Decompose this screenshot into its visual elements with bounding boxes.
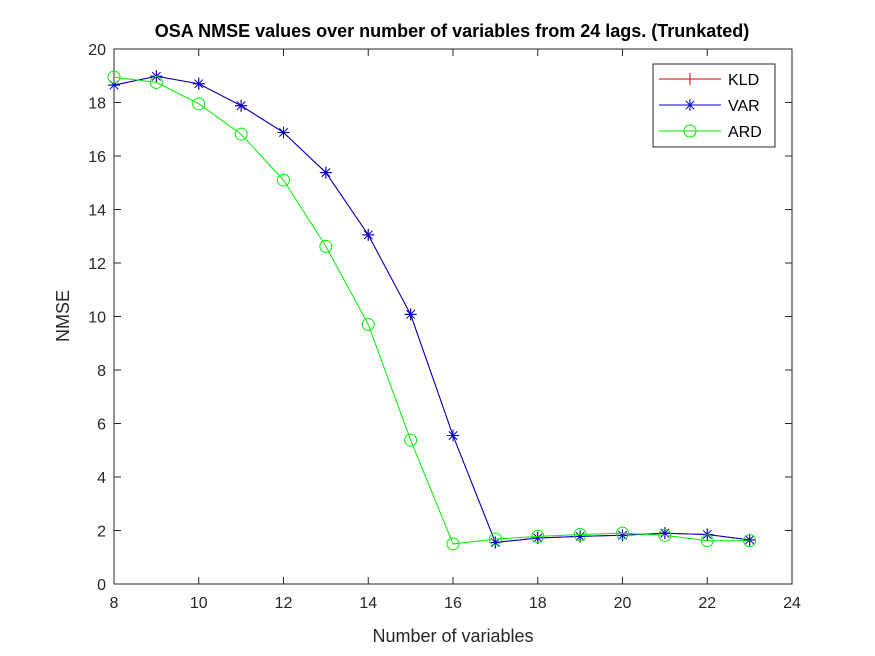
data-point-var	[362, 228, 375, 241]
data-point-ard	[277, 173, 290, 187]
y-tick-label: 6	[97, 417, 106, 434]
y-tick-label: 0	[97, 577, 106, 594]
data-point-ard	[658, 528, 672, 542]
series-layer	[107, 70, 757, 551]
data-point-var	[447, 429, 459, 442]
data-point-var	[658, 527, 671, 540]
y-tick-label: 10	[88, 310, 106, 327]
legend-label-var: VAR	[728, 98, 760, 115]
chart-title: OSA NMSE values over number of variables…	[155, 21, 750, 41]
y-tick-label: 20	[88, 42, 106, 59]
y-axis: 0 2 4 6 8 10 12 14 16 18 20	[88, 42, 792, 594]
data-point-ard	[700, 534, 714, 548]
data-point-ard	[107, 70, 121, 84]
x-tick-label: 14	[359, 595, 377, 612]
data-point-var	[743, 533, 756, 546]
data-point-var	[192, 77, 205, 90]
data-point-ard	[616, 526, 629, 540]
data-point-var	[531, 531, 544, 544]
y-tick-label: 18	[88, 96, 106, 113]
x-tick-label: 12	[275, 595, 293, 612]
data-point-var	[616, 529, 629, 542]
data-point-ard	[404, 433, 418, 447]
legend-marker-kld	[684, 73, 696, 85]
x-tick-label: 10	[190, 595, 208, 612]
y-tick-label: 16	[88, 149, 106, 166]
y-axis-label: NMSE	[53, 290, 73, 342]
x-tick-label: 8	[110, 595, 119, 612]
data-point-var	[277, 126, 290, 139]
legend: KLD VAR ARD	[652, 63, 776, 148]
x-tick-label: 24	[783, 595, 801, 612]
data-point-var	[235, 99, 248, 112]
legend-label-ard: ARD	[728, 124, 762, 141]
x-tick-label: 18	[529, 595, 547, 612]
data-point-ard	[234, 127, 248, 141]
data-point-ard	[149, 75, 163, 89]
data-point-ard	[361, 318, 375, 332]
series-line-ard	[113, 76, 750, 545]
data-point-ard	[743, 534, 757, 548]
x-axis: 8 10 12 14 16 18 20 22 24	[110, 49, 801, 612]
y-tick-label: 14	[88, 203, 106, 220]
data-point-ard	[573, 528, 587, 542]
y-tick-label: 2	[97, 524, 106, 541]
data-point-var	[108, 79, 120, 92]
x-tick-label: 22	[698, 595, 716, 612]
data-point-var	[574, 530, 587, 543]
data-point-ard	[192, 97, 206, 111]
data-point-var	[489, 536, 502, 549]
data-point-ard	[531, 529, 545, 543]
y-tick-label: 12	[88, 256, 106, 273]
legend-label-kld: KLD	[728, 72, 759, 89]
y-tick-label: 4	[97, 470, 106, 487]
data-point-var	[319, 166, 332, 179]
data-point-ard	[488, 532, 502, 546]
data-point-ard	[319, 239, 333, 253]
data-point-var	[404, 308, 417, 321]
x-tick-label: 16	[444, 595, 462, 612]
x-tick-label: 20	[614, 595, 632, 612]
legend-marker-ard	[683, 124, 697, 138]
series-ard	[107, 70, 757, 551]
data-point-ard	[446, 537, 460, 551]
y-tick-label: 8	[97, 363, 106, 380]
legend-marker-var	[684, 99, 696, 111]
x-axis-label: Number of variables	[372, 626, 533, 646]
